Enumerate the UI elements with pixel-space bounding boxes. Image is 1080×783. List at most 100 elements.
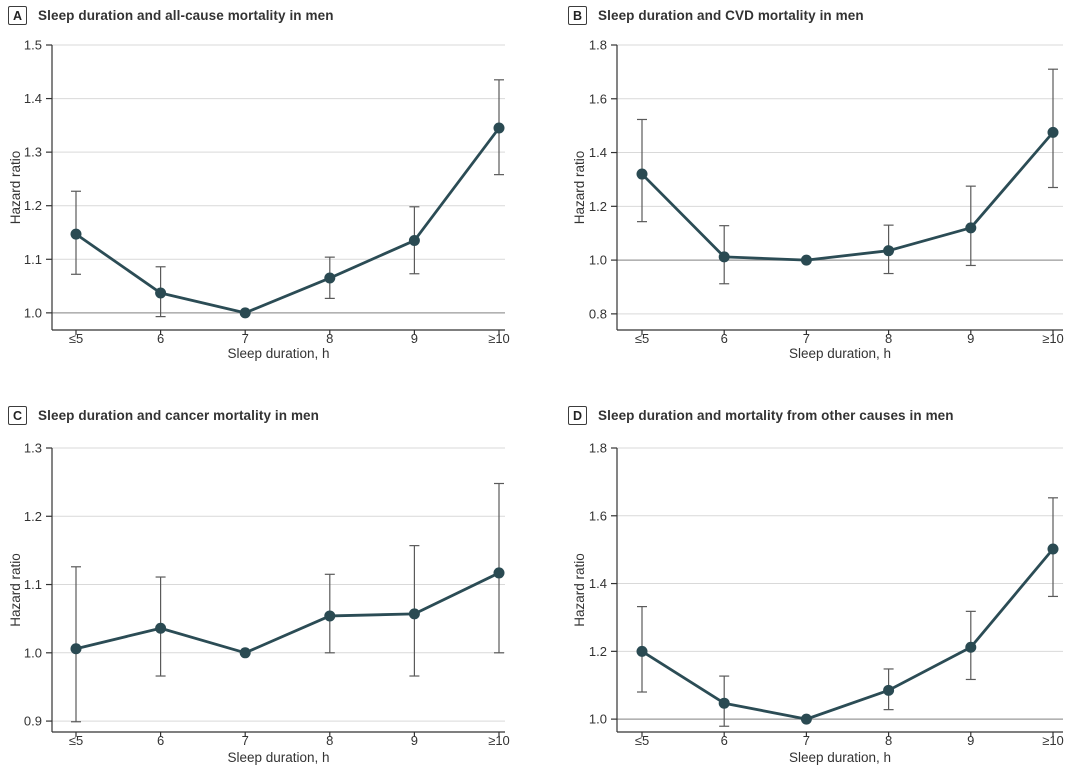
y-tick-label: 1.3 (24, 441, 42, 456)
panel-c-label-box: C (8, 406, 27, 425)
data-point (800, 713, 812, 725)
panel-c-chart: 0.9 1.0 1.1 1.2 1.3 ≤5 6 7 8 9 ≥10 Hazard ratio Slee… (8, 441, 510, 766)
x-axis-title: Sleep duration, h (227, 750, 329, 765)
hazard-ratio-line (640, 130, 1055, 262)
y-tick-label: 1.0 (589, 253, 607, 268)
data-point (70, 228, 82, 240)
panel-c-header: C Sleep duration and cancer mortality in… (8, 406, 319, 425)
x-tick-label: 6 (721, 733, 728, 748)
y-axis-title: Hazard ratio (8, 553, 23, 627)
data-point (155, 622, 167, 634)
data-point (718, 697, 730, 709)
data-point (1047, 126, 1059, 138)
y-tick-label: 1.6 (589, 91, 607, 106)
x-tick-label: 9 (411, 733, 418, 748)
data-point (1047, 543, 1059, 555)
data-point (70, 643, 82, 655)
x-axis-title: Sleep duration, h (789, 750, 891, 765)
x-tick-label: ≥10 (1042, 331, 1064, 346)
x-tick-label: 9 (967, 733, 974, 748)
y-axis-title: Hazard ratio (8, 151, 23, 225)
y-tick-label: 1.5 (24, 38, 42, 53)
x-tick-label: ≥10 (488, 331, 510, 346)
x-tick-label: 7 (242, 733, 249, 748)
x-tick-label: 7 (803, 331, 810, 346)
x-tick-label: 8 (326, 331, 333, 346)
y-tick-label: 1.3 (24, 145, 42, 160)
x-tick-label: 9 (967, 331, 974, 346)
data-point (493, 122, 505, 134)
x-tick-label: 8 (326, 733, 333, 748)
x-tick-label: 6 (157, 331, 164, 346)
panel-b-title: Sleep duration and CVD mortality in men (598, 8, 864, 23)
data-point (155, 287, 167, 299)
x-tick-label: ≤5 (635, 331, 649, 346)
y-tick-label: 1.2 (589, 199, 607, 214)
y-tick-label: 1.0 (24, 645, 42, 660)
x-tick-label: 9 (411, 331, 418, 346)
y-tick-label: 1.2 (24, 198, 42, 213)
data-point (800, 254, 812, 266)
panel-b-label-box: B (568, 6, 587, 25)
y-tick-label: 1.2 (24, 509, 42, 524)
hazard-ratio-line (74, 126, 501, 315)
x-tick-label: 7 (803, 733, 810, 748)
x-tick-label: 7 (242, 331, 249, 346)
y-tick-label: 0.9 (24, 714, 42, 729)
panel-c-title: Sleep duration and cancer mortality in m… (38, 408, 320, 423)
x-tick-label: 8 (885, 331, 892, 346)
panel-b-chart: 0.8 1.0 1.2 1.4 1.6 1.8 ≤5 6 7 8 9 ≥10 Hazard ratio S… (572, 38, 1064, 362)
panel-a-chart: 1.0 1.1 1.2 1.3 1.4 1.5 ≤5 6 7 8 9 ≥10 Hazard ratio S… (8, 38, 510, 362)
y-axis-title: Hazard ratio (572, 151, 587, 225)
panel-a-label-box: A (8, 6, 27, 25)
y-tick-label: 1.0 (589, 712, 607, 727)
panel-a-header: A Sleep duration and all-cause mortality… (8, 6, 334, 25)
y-tick-label: 0.8 (589, 306, 607, 321)
x-tick-label: 6 (157, 733, 164, 748)
data-point (883, 684, 895, 696)
x-tick-label: ≥10 (488, 733, 510, 748)
y-axis-title: Hazard ratio (572, 553, 587, 627)
data-point (636, 168, 648, 180)
x-tick-label: 8 (885, 733, 892, 748)
panel-b-header: B Sleep duration and CVD mortality in me… (568, 6, 864, 25)
panel-a: A Sleep duration and all-cause mortality… (0, 0, 540, 391)
x-tick-label: ≤5 (635, 733, 649, 748)
x-axis-title: Sleep duration, h (789, 346, 891, 361)
x-tick-label: ≤5 (69, 331, 83, 346)
y-tick-label: 1.8 (589, 441, 607, 456)
y-tick-label: 1.4 (589, 576, 607, 591)
x-tick-label: 6 (721, 331, 728, 346)
data-point (239, 647, 251, 659)
y-tick-label: 1.6 (589, 508, 607, 523)
panel-d: D Sleep duration and mortality from othe… (560, 391, 1080, 783)
data-point (324, 610, 336, 622)
panel-c: C Sleep duration and cancer mortality in… (0, 391, 540, 783)
data-point (883, 245, 895, 257)
y-tick-label: 1.0 (24, 305, 42, 320)
y-tick-label: 1.4 (24, 91, 42, 106)
data-point (636, 645, 648, 657)
panel-a-title: Sleep duration and all-cause mortality i… (38, 8, 334, 23)
data-point (718, 251, 730, 263)
panel-d-label-box: D (568, 406, 587, 425)
data-point (239, 307, 251, 319)
x-tick-label: ≤5 (69, 733, 83, 748)
hazard-ratio-line (74, 571, 501, 655)
y-tick-label: 1.4 (589, 145, 607, 160)
panel-d-header: D Sleep duration and mortality from othe… (568, 406, 954, 425)
data-point (324, 272, 336, 284)
data-point (493, 567, 505, 579)
y-tick-label: 1.1 (24, 252, 42, 267)
panel-d-title: Sleep duration and mortality from other … (598, 408, 954, 423)
y-tick-label: 1.1 (24, 577, 42, 592)
y-tick-label: 1.2 (589, 644, 607, 659)
panel-d-chart: 1.0 1.2 1.4 1.6 1.8 ≤5 6 7 8 9 ≥10 Hazard ratio Slee… (572, 441, 1064, 766)
data-point (408, 608, 420, 620)
panel-b: B Sleep duration and CVD mortality in me… (560, 0, 1080, 391)
y-tick-label: 1.8 (589, 38, 607, 53)
x-axis-title: Sleep duration, h (227, 346, 329, 361)
hazard-ratio-line (640, 547, 1055, 721)
x-tick-label: ≥10 (1042, 733, 1064, 748)
